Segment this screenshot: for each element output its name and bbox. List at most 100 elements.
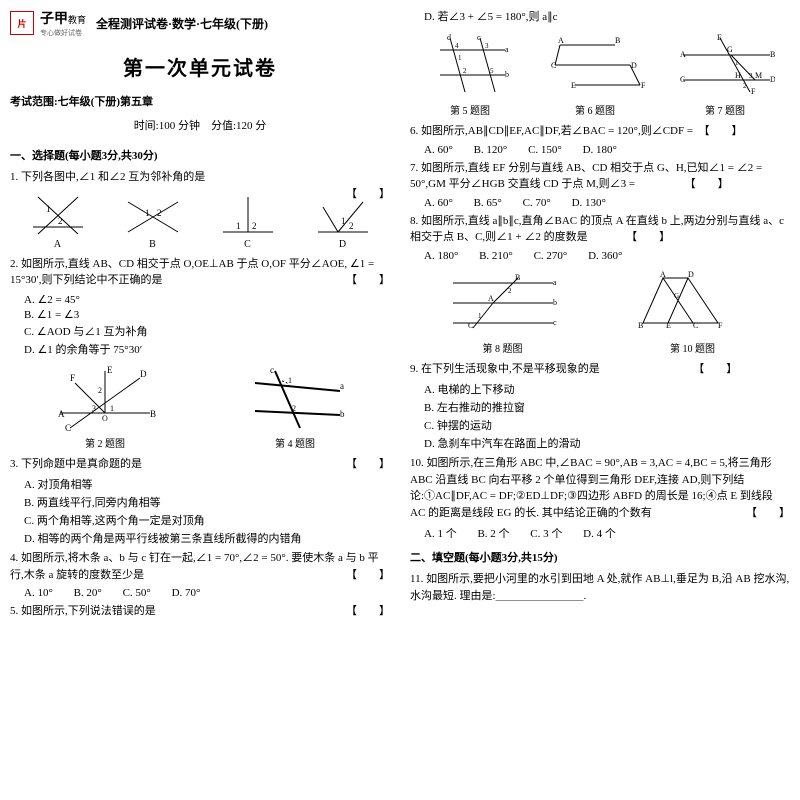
svg-text:D: D	[140, 369, 147, 379]
exam-scope: 考试范围:七年级(下册)第五章	[10, 93, 390, 109]
fig-q4: ab c 12 第 4 题图	[240, 363, 350, 450]
question-1: 1. 下列各图中,∠1 和∠2 互为邻补角的是 【 】	[10, 169, 390, 186]
q10-opt-b: B. 2 个	[477, 528, 509, 540]
svg-text:c: c	[270, 365, 274, 375]
svg-text:H: H	[735, 71, 741, 80]
answer-bracket: 【 】	[746, 505, 790, 522]
fig-q10: AD BE CF G 第 10 题图	[628, 268, 758, 355]
svg-text:E: E	[717, 33, 722, 42]
svg-text:1: 1	[458, 54, 462, 62]
q2-text: 2. 如图所示,直线 AB、CD 相交于点 O,OE⊥AB 于点 O,OF 平分…	[10, 258, 374, 287]
q7-options: A. 60° B. 65° C. 70° D. 130°	[424, 197, 790, 209]
svg-text:F: F	[751, 87, 756, 96]
svg-text:A: A	[660, 270, 666, 279]
q8-opt-b: B. 210°	[479, 250, 513, 262]
fig-q5: ab dc 41 325 第 5 题图	[425, 30, 515, 117]
q3-opt-a: A. 对顶角相等	[24, 476, 390, 492]
svg-text:2: 2	[292, 404, 296, 413]
svg-text:E: E	[571, 81, 576, 90]
fig2-label: 第 2 题图	[85, 439, 125, 450]
svg-text:D: D	[688, 270, 694, 279]
svg-text:1: 1	[341, 216, 346, 226]
svg-text:A: A	[58, 409, 65, 419]
q3-options: A. 对顶角相等 B. 两直线平行,同旁内角相等 C. 两个角相等,这两个角一定…	[10, 476, 390, 546]
q4-text: 4. 如图所示,将木条 a、b 与 c 钉在一起,∠1 = 70°,∠2 = 5…	[10, 552, 379, 581]
q8-10-figures: abc BAC 21 第 8 题图 AD BE CF G 第 10 题图	[410, 268, 790, 355]
q6-opt-c: C. 150°	[528, 144, 562, 156]
fig8-label: 第 8 题图	[483, 344, 523, 355]
logo-icon: 片	[10, 11, 34, 35]
svg-text:A: A	[558, 36, 564, 45]
q5-text: 5. 如图所示,下列说法错误的是	[10, 605, 156, 617]
svg-text:D: D	[631, 61, 637, 70]
q10-opt-c: C. 3 个	[530, 528, 562, 540]
svg-text:1: 1	[110, 404, 114, 413]
svg-text:F: F	[718, 321, 723, 330]
q9-text: 9. 在下列生活现象中,不是平移现象的是 【 】	[410, 363, 737, 375]
answer-bracket: 【 】	[346, 603, 390, 620]
q3-opt-b: B. 两直线平行,同旁内角相等	[24, 494, 390, 510]
q2-opt-d: D. ∠1 的余角等于 75°30′	[24, 341, 390, 357]
svg-text:2: 2	[157, 208, 162, 218]
q10-text: 10. 如图所示,在三角形 ABC 中,∠BAC = 90°,AB = 3,AC…	[410, 457, 773, 519]
q6-options: A. 60° B. 120° C. 150° D. 180°	[424, 144, 790, 156]
q8-options: A. 180° B. 210° C. 270° D. 360°	[424, 250, 790, 262]
q5-6-7-figures: ab dc 41 325 第 5 题图 AB CD EF 第 6 题图	[410, 30, 790, 117]
svg-text:A: A	[680, 50, 686, 59]
fig4-label: 第 4 题图	[275, 439, 315, 450]
time-score: 时间:100 分钟 分值:120 分	[10, 117, 390, 133]
svg-text:B: B	[515, 273, 520, 282]
svg-text:3: 3	[749, 72, 753, 80]
q8-opt-a: A. 180°	[424, 250, 458, 262]
q8-opt-c: C. 270°	[534, 250, 568, 262]
svg-text:E: E	[107, 365, 113, 375]
svg-text:E: E	[666, 321, 671, 330]
q2-opt-c: C. ∠AOD 与∠1 互为补角	[24, 323, 390, 339]
q1-fig-b: 12 B	[123, 192, 183, 250]
q2-q4-figures: AB CD EF 123 O 第 2 题图 ab c 12	[10, 363, 390, 450]
svg-text:b: b	[340, 409, 345, 419]
q2-opt-b: B. ∠1 = ∠3	[24, 308, 390, 321]
q4-opt-a: A. 10°	[24, 587, 53, 599]
svg-text:B: B	[150, 409, 156, 419]
q2-options: A. ∠2 = 45° B. ∠1 = ∠3 C. ∠AOD 与∠1 互为补角 …	[10, 293, 390, 357]
question-10: 10. 如图所示,在三角形 ABC 中,∠BAC = 90°,AB = 3,AC…	[410, 455, 790, 521]
q4-opt-c: C. 50°	[123, 587, 151, 599]
q4-opt-b: B. 20°	[74, 587, 102, 599]
fig-q2: AB CD EF 123 O 第 2 题图	[50, 363, 160, 450]
q1-figures: 12 A 12 B 12 C 12 D	[10, 192, 390, 250]
svg-text:1: 1	[145, 208, 150, 218]
svg-text:M: M	[755, 71, 762, 80]
svg-text:b: b	[553, 298, 557, 307]
svg-text:F: F	[70, 373, 75, 383]
label-b: B	[149, 239, 156, 250]
svg-text:C: C	[551, 61, 556, 70]
svg-text:2: 2	[743, 82, 747, 90]
fig10-label: 第 10 题图	[670, 344, 715, 355]
fig5-label: 第 5 题图	[450, 106, 490, 117]
svg-text:1: 1	[236, 221, 241, 231]
question-8: 8. 如图所示,直线 a∥b∥c,直角∠BAC 的顶点 A 在直线 b 上,两边…	[410, 213, 790, 246]
q9-options: A. 电梯的上下移动 B. 左右推动的推拉窗 C. 钟摆的运动 D. 急刹车中汽…	[410, 381, 790, 451]
svg-text:2: 2	[349, 221, 354, 231]
svg-text:F: F	[641, 81, 645, 90]
q1-fig-c: 12 C	[218, 192, 278, 250]
q8-text: 8. 如图所示,直线 a∥b∥c,直角∠BAC 的顶点 A 在直线 b 上,两边…	[410, 215, 784, 244]
svg-text:a: a	[505, 45, 509, 54]
answer-bracket: 【 】	[346, 567, 390, 584]
q10-opt-a: A. 1 个	[424, 528, 457, 540]
fig-q6: AB CD EF 第 6 题图	[545, 30, 645, 117]
svg-text:C: C	[468, 321, 473, 330]
svg-text:2: 2	[58, 216, 63, 226]
svg-text:A: A	[488, 294, 494, 303]
q3-opt-c: C. 两个角相等,这两个角一定是对顶角	[24, 512, 390, 528]
svg-text:3: 3	[485, 42, 489, 50]
section-1-head: 一、选择题(每小题3分,共30分)	[10, 147, 390, 163]
svg-text:c: c	[553, 318, 557, 327]
svg-text:5: 5	[490, 67, 494, 75]
svg-text:G: G	[727, 45, 733, 54]
q9-opt-c: C. 钟摆的运动	[424, 417, 790, 433]
svg-text:1: 1	[288, 376, 292, 385]
question-4: 4. 如图所示,将木条 a、b 与 c 钉在一起,∠1 = 70°,∠2 = 5…	[10, 550, 390, 583]
q10-options: A. 1 个 B. 2 个 C. 3 个 D. 4 个	[424, 525, 790, 541]
